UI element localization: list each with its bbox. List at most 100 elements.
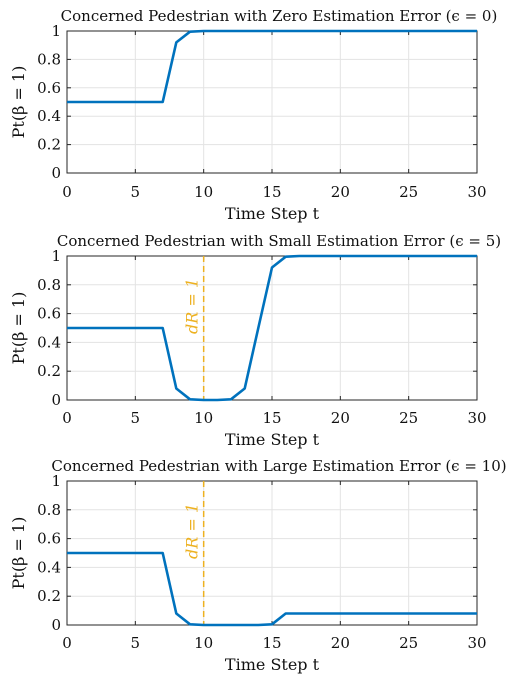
y-tick-label: 0: [51, 164, 61, 182]
data-point: [202, 30, 205, 33]
data-point: [175, 387, 178, 390]
data-point: [353, 30, 356, 33]
data-point: [284, 30, 287, 33]
data-point: [93, 552, 96, 555]
data-point: [230, 30, 233, 33]
data-point: [462, 612, 465, 615]
data-point: [189, 623, 192, 626]
y-tick-label: 0.8: [37, 501, 61, 519]
chart-title: Concerned Pedestrian with Zero Estimatio…: [61, 7, 498, 25]
data-point: [243, 624, 246, 627]
data-point: [476, 612, 479, 615]
x-tick-label: 10: [194, 409, 213, 427]
y-tick-label: 0.8: [37, 276, 61, 294]
data-point: [325, 255, 328, 258]
data-point: [134, 101, 137, 104]
x-tick-label: 5: [131, 409, 141, 427]
data-point: [148, 327, 151, 330]
data-point: [175, 41, 178, 44]
data-point: [134, 327, 137, 330]
data-point: [353, 612, 356, 615]
data-point: [407, 30, 410, 33]
x-tick-label: 15: [262, 183, 281, 201]
data-point: [79, 327, 82, 330]
data-point: [407, 255, 410, 258]
chart-panel-2: Concerned Pedestrian with Small Estimati…: [9, 232, 501, 449]
data-point: [243, 30, 246, 33]
y-tick-label: 0.2: [37, 362, 61, 380]
data-point: [312, 255, 315, 258]
data-point: [257, 327, 260, 330]
data-point: [175, 612, 178, 615]
data-point: [148, 552, 151, 555]
data-point: [462, 30, 465, 33]
data-point: [339, 30, 342, 33]
data-point: [230, 398, 233, 401]
data-point: [120, 101, 123, 104]
x-axis-label: Time Step t: [225, 655, 320, 674]
data-point: [161, 327, 164, 330]
data-point: [435, 30, 438, 33]
data-point: [298, 255, 301, 258]
x-tick-label: 0: [62, 409, 72, 427]
x-tick-label: 25: [399, 409, 418, 427]
data-point: [230, 624, 233, 627]
y-tick-label: 0.2: [37, 587, 61, 605]
data-point: [79, 552, 82, 555]
data-point: [257, 624, 260, 627]
y-tick-label: 1: [51, 472, 61, 490]
data-point: [312, 30, 315, 33]
data-point: [325, 612, 328, 615]
data-point: [394, 255, 397, 258]
data-point: [107, 101, 110, 104]
data-point: [134, 552, 137, 555]
data-point: [161, 101, 164, 104]
series-line: [67, 551, 477, 627]
x-tick-label: 30: [467, 634, 486, 652]
x-tick-label: 20: [331, 634, 350, 652]
data-point: [148, 101, 151, 104]
chart-panel-3: Concerned Pedestrian with Large Estimati…: [9, 457, 507, 674]
data-point: [366, 30, 369, 33]
x-tick-label: 20: [331, 183, 350, 201]
data-point: [107, 552, 110, 555]
y-axis-label: Pt(β = 1): [9, 517, 28, 590]
data-point: [462, 255, 465, 258]
y-axis-label: Pt(β = 1): [9, 66, 28, 139]
y-tick-label: 1: [51, 247, 61, 265]
data-point: [353, 255, 356, 258]
data-point: [380, 255, 383, 258]
annotation-label: dR = 1: [183, 278, 202, 334]
data-point: [271, 623, 274, 626]
y-tick-label: 0: [51, 391, 61, 409]
data-point: [366, 255, 369, 258]
data-point: [202, 399, 205, 402]
data-point: [79, 101, 82, 104]
data-point: [339, 612, 342, 615]
data-point: [271, 30, 274, 33]
data-point: [216, 624, 219, 627]
data-point: [107, 327, 110, 330]
x-axis-label: Time Step t: [225, 430, 320, 449]
y-tick-label: 0.4: [37, 558, 61, 576]
x-tick-label: 0: [62, 183, 72, 201]
data-point: [298, 30, 301, 33]
data-point: [271, 266, 274, 269]
data-point: [339, 255, 342, 258]
y-tick-label: 0.6: [37, 79, 61, 97]
data-point: [189, 30, 192, 33]
y-axis-label: Pt(β = 1): [9, 292, 28, 365]
y-tick-label: 0.6: [37, 530, 61, 548]
data-point: [66, 552, 69, 555]
data-point: [448, 255, 451, 258]
data-point: [476, 30, 479, 33]
x-tick-label: 15: [262, 634, 281, 652]
data-point: [407, 612, 410, 615]
y-tick-label: 0: [51, 616, 61, 634]
y-tick-label: 0.4: [37, 333, 61, 351]
data-point: [120, 327, 123, 330]
data-point: [216, 30, 219, 33]
x-tick-label: 25: [399, 183, 418, 201]
data-point: [421, 30, 424, 33]
